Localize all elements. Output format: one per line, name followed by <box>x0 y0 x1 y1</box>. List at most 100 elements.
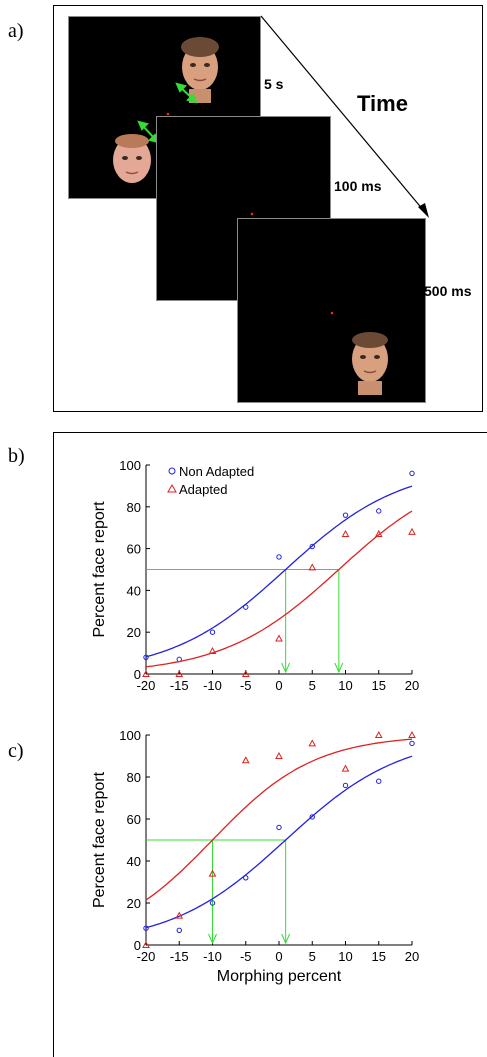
y-tick-label: 40 <box>127 854 141 869</box>
x-tick-label: -15 <box>170 678 189 693</box>
y-tick-label: 0 <box>134 938 141 953</box>
green-motion-arrows <box>137 82 198 144</box>
data-point-triangle <box>241 756 250 764</box>
panel-c-label: c) <box>8 740 24 762</box>
data-point-triangle <box>175 669 184 677</box>
face-icon-top <box>181 37 219 103</box>
data-point-circle <box>243 875 249 881</box>
legend-label: Adapted <box>179 482 227 497</box>
panel-a-frame: Time <box>53 5 483 412</box>
data-point-circle <box>376 508 382 514</box>
timing-label-2: 100 ms <box>334 178 382 194</box>
legend-marker-circle <box>168 467 176 475</box>
response-screen <box>237 218 426 403</box>
threshold-arrow-head <box>334 662 344 674</box>
data-point-triangle <box>374 529 383 537</box>
data-point-circle <box>209 900 216 906</box>
data-point-triangle <box>408 730 416 738</box>
threshold-arrow-head <box>281 933 291 945</box>
legend-marker-triangle <box>167 483 177 493</box>
x-tick-label: 20 <box>405 678 419 693</box>
data-point-circle <box>143 925 149 931</box>
data-point-circle <box>209 629 216 635</box>
data-point-circle <box>276 824 282 831</box>
y-tick-label: 80 <box>127 500 141 515</box>
data-point-triangle <box>275 751 283 759</box>
fit-curve-circle <box>145 485 413 658</box>
data-point-triangle <box>175 911 184 919</box>
y-tick-label: 100 <box>119 728 141 743</box>
fit-curve-triangle <box>145 738 413 901</box>
data-point-circle <box>342 512 349 518</box>
x-tick-label: -10 <box>203 949 222 964</box>
time-arrow-head <box>418 203 429 218</box>
data-point-triangle <box>374 730 383 738</box>
data-point-triangle <box>341 764 350 772</box>
y-axis-label: Percent face report <box>91 501 108 638</box>
chart-c: -20 -15 -10 -5 0 5 10 15 20 0 20 40 60 80 100 Percent f… <box>91 728 419 985</box>
panel-bc-frame <box>53 432 487 1057</box>
threshold-arrow-head <box>208 933 217 945</box>
threshold-arrow-head <box>281 662 291 674</box>
y-tick-label: 0 <box>134 667 141 682</box>
fixation-point <box>330 311 334 315</box>
x-tick-label: 10 <box>338 678 352 693</box>
data-point-circle <box>309 543 315 550</box>
y-tick-label: 40 <box>127 583 141 598</box>
data-point-circle <box>243 604 249 610</box>
x-tick-label: -5 <box>240 678 252 693</box>
data-point-circle <box>409 470 415 477</box>
data-point-triangle <box>208 646 217 655</box>
data-point-circle <box>409 740 415 747</box>
fit-curve-circle <box>145 755 413 929</box>
panel-b-label: b) <box>8 445 25 467</box>
legend-label: Non Adapted <box>179 464 254 479</box>
x-tick-label: 15 <box>372 949 386 964</box>
data-point-triangle <box>142 669 150 677</box>
data-point-triangle <box>308 739 317 747</box>
data-point-triangle <box>241 669 250 677</box>
y-axis-label: Percent face report <box>91 771 108 908</box>
x-axis-label: Morphing percent <box>217 968 342 985</box>
face-icon-response <box>352 332 388 395</box>
y-tick-label: 60 <box>127 812 141 827</box>
chart-b: -20 -15 -10 -5 0 5 10 15 20 0 20 40 60 80 100 Percent f… <box>91 458 419 693</box>
y-tick-label: 80 <box>127 770 141 785</box>
y-tick-label: 100 <box>119 458 141 473</box>
timing-label-3: 500 ms <box>424 283 472 299</box>
x-tick-label: 5 <box>309 949 316 964</box>
x-tick-label: 0 <box>275 949 282 964</box>
x-tick-label: 20 <box>405 949 419 964</box>
x-tick-label: 10 <box>338 949 352 964</box>
data-point-circle <box>342 782 349 789</box>
panel-a-label: a) <box>8 20 24 42</box>
x-tick-label: -20 <box>137 949 156 964</box>
data-point-triangle <box>408 527 416 535</box>
fixation-point <box>166 112 170 116</box>
time-arrow <box>260 15 429 218</box>
fixation-point <box>250 212 254 216</box>
data-point-triangle <box>208 869 217 877</box>
y-tick-label: 60 <box>127 542 141 557</box>
y-tick-label: 20 <box>127 625 141 640</box>
data-point-triangle <box>142 940 150 948</box>
time-label: Time <box>357 91 408 116</box>
data-point-circle <box>176 927 182 934</box>
timing-label-1: 5 s <box>264 76 284 92</box>
data-point-circle <box>376 778 382 784</box>
x-tick-label: -20 <box>137 678 156 693</box>
x-tick-label: -5 <box>240 949 252 964</box>
data-point-circle <box>143 654 149 660</box>
x-tick-label: -15 <box>170 949 189 964</box>
data-point-circle <box>309 814 315 820</box>
x-tick-label: -10 <box>203 678 222 693</box>
x-tick-label: 15 <box>372 678 386 693</box>
y-tick-label: 20 <box>127 896 141 911</box>
x-tick-label: 0 <box>275 678 282 693</box>
x-tick-label: 5 <box>309 678 316 693</box>
data-point-circle <box>276 554 282 560</box>
data-point-triangle <box>275 634 283 642</box>
data-point-triangle <box>308 563 317 571</box>
data-point-triangle <box>341 529 350 537</box>
fit-curve-triangle <box>145 510 413 668</box>
